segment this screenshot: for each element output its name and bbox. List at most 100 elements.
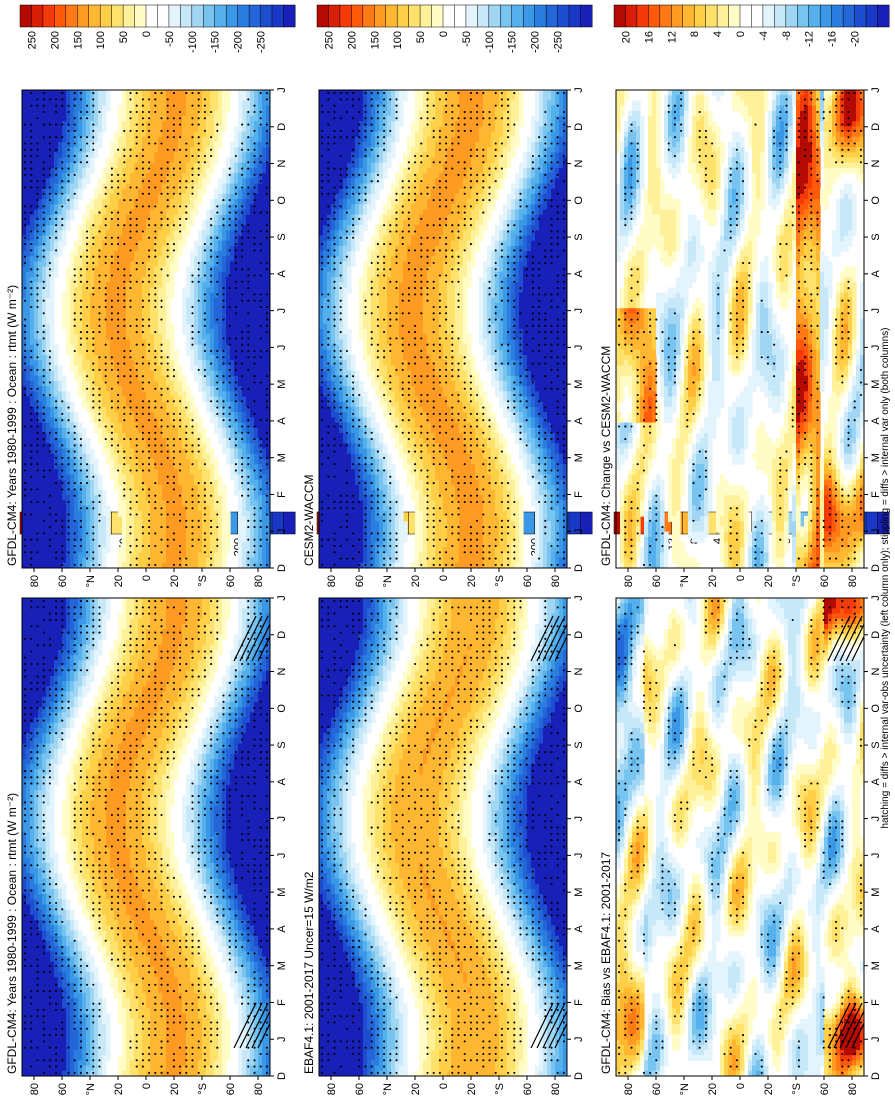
- heatmap-cell: [118, 904, 123, 911]
- heatmap-cell: [246, 873, 251, 880]
- heatmap-cell: [126, 920, 131, 926]
- heatmap-cell: [86, 603, 91, 609]
- heatmap-cell: [138, 956, 143, 963]
- heatmap-cell: [158, 987, 163, 994]
- heatmap-cell: [78, 800, 83, 807]
- heatmap-cell: [198, 707, 203, 713]
- heatmap-cell: [222, 1029, 227, 1036]
- heatmap-cell: [94, 660, 99, 667]
- heatmap-cell: [170, 1003, 175, 1010]
- heatmap-cell: [110, 691, 115, 698]
- heatmap-cell: [138, 649, 143, 656]
- heatmap-cell: [238, 805, 243, 812]
- heatmap-cell: [94, 795, 99, 802]
- heatmap-cell: [250, 992, 255, 999]
- heatmap-cell: [122, 904, 127, 911]
- heatmap-cell: [206, 608, 211, 615]
- heatmap-cell: [50, 691, 55, 698]
- heatmap-cell: [118, 956, 123, 963]
- heatmap-cell: [218, 753, 223, 760]
- heatmap-cell: [230, 883, 235, 890]
- heatmap-cell: [238, 696, 243, 703]
- heatmap-cell: [26, 753, 31, 760]
- heatmap-cell: [70, 691, 75, 698]
- heatmap-cell: [138, 717, 143, 724]
- heatmap-cell: [30, 894, 35, 900]
- heatmap-cell: [118, 681, 123, 687]
- heatmap-cell: [26, 639, 31, 646]
- heatmap-cell: [46, 800, 51, 807]
- heatmap-cell: [82, 1044, 87, 1051]
- heatmap-cell: [38, 691, 43, 698]
- heatmap-cell: [226, 961, 231, 968]
- heatmap-cell: [250, 733, 255, 739]
- heatmap-cell: [26, 972, 31, 978]
- heatmap-cell: [58, 1008, 63, 1015]
- heatmap-cell: [230, 686, 235, 693]
- heatmap-cell: [226, 1034, 231, 1041]
- heatmap-cell: [22, 972, 27, 978]
- heatmap-cell: [22, 852, 27, 859]
- heatmap-cell: [26, 1034, 31, 1041]
- heatmap-cell: [210, 634, 215, 641]
- heatmap-cell: [58, 707, 63, 713]
- heatmap-cell: [26, 904, 31, 911]
- heatmap-cell: [146, 852, 151, 859]
- heatmap-cell: [50, 857, 55, 864]
- heatmap-cell: [222, 852, 227, 859]
- heatmap-cell: [230, 873, 235, 880]
- heatmap-cell: [114, 707, 119, 713]
- heatmap-cell: [102, 888, 107, 895]
- heatmap-cell: [42, 608, 47, 615]
- heatmap-cell: [222, 909, 227, 916]
- heatmap-cell: [90, 1003, 95, 1010]
- heatmap-cell: [102, 717, 107, 724]
- heatmap-cell: [126, 951, 131, 958]
- heatmap-cell: [154, 873, 159, 880]
- heatmap-cell: [118, 722, 123, 729]
- heatmap-cell: [230, 779, 235, 786]
- heatmap-cell: [238, 909, 243, 916]
- heatmap-cell: [158, 894, 163, 900]
- heatmap-cell: [86, 998, 91, 1004]
- heatmap-cell: [94, 759, 99, 765]
- heatmap-cell: [182, 982, 187, 989]
- heatmap-cell: [118, 795, 123, 802]
- heatmap-cell: [242, 779, 247, 786]
- heatmap-cell: [238, 977, 243, 984]
- heatmap-cell: [138, 977, 143, 984]
- heatmap-cell: [106, 904, 111, 911]
- heatmap-cell: [162, 634, 167, 641]
- heatmap-cell: [178, 1039, 183, 1046]
- heatmap-cell: [26, 722, 31, 729]
- heatmap-cell: [210, 998, 215, 1004]
- heatmap-cell: [46, 852, 51, 859]
- heatmap-cell: [190, 1065, 195, 1072]
- heatmap-cell: [114, 868, 119, 874]
- heatmap-cell: [142, 951, 147, 958]
- heatmap-cell: [190, 613, 195, 620]
- heatmap-cell: [230, 852, 235, 859]
- heatmap-cell: [146, 1055, 151, 1062]
- heatmap-cell: [138, 992, 143, 999]
- heatmap-cell: [162, 946, 167, 952]
- heatmap-cell: [226, 878, 231, 885]
- heatmap-cell: [194, 847, 199, 854]
- heatmap-cell: [130, 629, 135, 635]
- heatmap-cell: [86, 811, 91, 817]
- heatmap-cell: [194, 1070, 199, 1076]
- heatmap-cell: [250, 925, 255, 932]
- heatmap-cell: [30, 655, 35, 661]
- heatmap-cell: [82, 831, 87, 838]
- heatmap-cell: [142, 701, 147, 708]
- heatmap-cell: [218, 644, 223, 651]
- heatmap-cell: [222, 847, 227, 854]
- heatmap-cell: [98, 634, 103, 641]
- heatmap-cell: [174, 675, 179, 682]
- heatmap-cell: [158, 940, 163, 947]
- heatmap-cell: [90, 811, 95, 817]
- heatmap-cell: [198, 639, 203, 646]
- heatmap-cell: [218, 992, 223, 999]
- heatmap-cell: [194, 951, 199, 958]
- heatmap-cell: [146, 899, 151, 906]
